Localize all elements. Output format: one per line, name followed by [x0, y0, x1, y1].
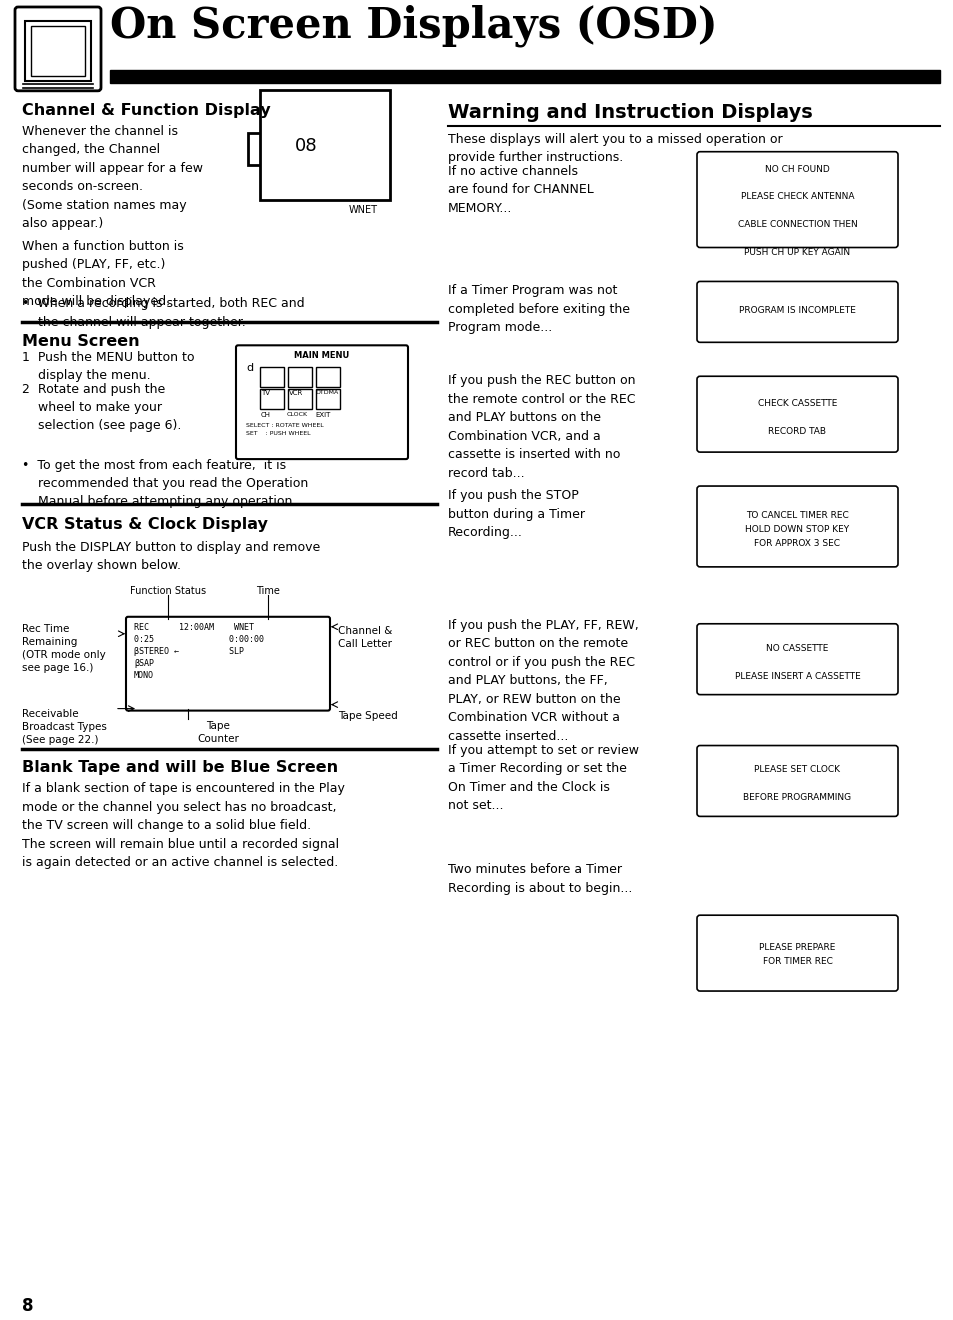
- Text: If a Timer Program was not
completed before exiting the
Program mode...: If a Timer Program was not completed bef…: [448, 284, 629, 334]
- Text: βSAP: βSAP: [133, 659, 153, 668]
- Text: If you push the PLAY, FF, REW,
or REC button on the remote
control or if you pus: If you push the PLAY, FF, REW, or REC bu…: [448, 619, 639, 743]
- FancyBboxPatch shape: [697, 152, 897, 248]
- Text: Time: Time: [255, 586, 279, 595]
- Text: Channel &
Call Letter: Channel & Call Letter: [337, 626, 392, 649]
- FancyBboxPatch shape: [697, 624, 897, 694]
- Text: SET    : PUSH WHEEL: SET : PUSH WHEEL: [246, 432, 311, 436]
- Text: WNET: WNET: [349, 205, 377, 215]
- Text: If no active channels
are found for CHANNEL
MEMORY...: If no active channels are found for CHAN…: [448, 165, 593, 215]
- Text: Tape
Counter: Tape Counter: [197, 721, 238, 743]
- Text: MAIN MENU: MAIN MENU: [294, 351, 349, 360]
- Text: TV: TV: [261, 391, 270, 396]
- Text: CHECK CASSETTE

RECORD TAB: CHECK CASSETTE RECORD TAB: [757, 399, 837, 436]
- Text: These displays will alert you to a missed operation or
provide further instructi: These displays will alert you to a misse…: [448, 133, 781, 164]
- Text: Function Status: Function Status: [130, 586, 206, 595]
- Text: MONO: MONO: [133, 671, 153, 680]
- Text: d: d: [246, 363, 253, 374]
- Text: Two minutes before a Timer
Recording is about to begin...: Two minutes before a Timer Recording is …: [448, 863, 632, 895]
- Bar: [260, 389, 284, 409]
- Text: Warning and Instruction Displays: Warning and Instruction Displays: [448, 103, 812, 121]
- Text: Tape Speed: Tape Speed: [337, 710, 397, 721]
- FancyBboxPatch shape: [15, 7, 101, 91]
- Text: •  When a recording is started, both REC and
    the channel will appear togethe: • When a recording is started, both REC …: [22, 297, 304, 329]
- Text: SELECT : ROTATE WHEEL: SELECT : ROTATE WHEEL: [246, 424, 323, 428]
- Text: EXIT: EXIT: [314, 412, 330, 418]
- Text: PROGRAM IS INCOMPLETE: PROGRAM IS INCOMPLETE: [739, 306, 855, 315]
- Bar: [315, 367, 339, 387]
- Text: 0:25               0:00:00: 0:25 0:00:00: [133, 635, 264, 644]
- Text: 8: 8: [22, 1298, 33, 1316]
- FancyBboxPatch shape: [697, 281, 897, 342]
- Bar: [288, 389, 312, 409]
- Text: Blank Tape and will be Blue Screen: Blank Tape and will be Blue Screen: [22, 760, 337, 775]
- Text: NO CH FOUND

PLEASE CHECK ANTENNA

CABLE CONNECTION THEN

PUSH CH UP KEY AGAIN: NO CH FOUND PLEASE CHECK ANTENNA CABLE C…: [737, 165, 857, 257]
- Bar: [260, 367, 284, 387]
- Bar: [315, 389, 339, 409]
- Text: If a blank section of tape is encountered in the Play
mode or the channel you se: If a blank section of tape is encountere…: [22, 783, 345, 870]
- Text: 08: 08: [294, 137, 317, 154]
- Text: DTDMA: DTDMA: [314, 391, 338, 395]
- Text: If you push the REC button on
the remote control or the REC
and PLAY buttons on : If you push the REC button on the remote…: [448, 375, 635, 479]
- Text: When a function button is
pushed (PLAY, FF, etc.)
the Combination VCR
mode will : When a function button is pushed (PLAY, …: [22, 239, 184, 308]
- Text: PLEASE PREPARE
FOR TIMER REC: PLEASE PREPARE FOR TIMER REC: [759, 942, 835, 966]
- Text: Whenever the channel is
changed, the Channel
number will appear for a few
second: Whenever the channel is changed, the Cha…: [22, 125, 203, 230]
- Bar: [25, 21, 91, 81]
- FancyBboxPatch shape: [126, 616, 330, 710]
- Text: CH: CH: [261, 412, 271, 418]
- Bar: [110, 70, 939, 83]
- Text: VCR: VCR: [289, 391, 303, 396]
- Text: 1  Push the MENU button to
    display the menu.: 1 Push the MENU button to display the me…: [22, 351, 194, 383]
- Bar: [288, 367, 312, 387]
- Text: TO CANCEL TIMER REC
HOLD DOWN STOP KEY
FOR APPROX 3 SEC: TO CANCEL TIMER REC HOLD DOWN STOP KEY F…: [744, 511, 849, 548]
- Text: Menu Screen: Menu Screen: [22, 334, 139, 350]
- Text: •  To get the most from each feature,  it is
    recommended that you read the O: • To get the most from each feature, it …: [22, 459, 308, 508]
- Text: REC      12:00AM    WNET: REC 12:00AM WNET: [133, 623, 253, 632]
- Text: 2  Rotate and push the
    wheel to make your
    selection (see page 6).: 2 Rotate and push the wheel to make your…: [22, 383, 181, 432]
- Text: βSTEREO ←          SLP: βSTEREO ← SLP: [133, 647, 244, 656]
- Text: Channel & Function Display: Channel & Function Display: [22, 103, 271, 117]
- FancyBboxPatch shape: [697, 915, 897, 991]
- FancyBboxPatch shape: [697, 486, 897, 566]
- Bar: [260, 90, 390, 199]
- Text: CLOCK: CLOCK: [287, 412, 308, 417]
- Text: On Screen Displays (OSD): On Screen Displays (OSD): [110, 5, 717, 48]
- Text: VCR Status & Clock Display: VCR Status & Clock Display: [22, 517, 268, 532]
- Text: Receivable
Broadcast Types
(See page 22.): Receivable Broadcast Types (See page 22.…: [22, 709, 107, 744]
- Text: If you attempt to set or review
a Timer Recording or set the
On Timer and the Cl: If you attempt to set or review a Timer …: [448, 743, 639, 812]
- Text: If you push the STOP
button during a Timer
Recording...: If you push the STOP button during a Tim…: [448, 488, 584, 539]
- Text: Rec Time
Remaining
(OTR mode only
see page 16.): Rec Time Remaining (OTR mode only see pa…: [22, 624, 106, 673]
- FancyBboxPatch shape: [697, 376, 897, 453]
- Bar: [248, 133, 368, 165]
- Bar: [30, 26, 85, 75]
- Text: NO CASSETTE

PLEASE INSERT A CASSETTE: NO CASSETTE PLEASE INSERT A CASSETTE: [734, 644, 860, 681]
- FancyBboxPatch shape: [235, 346, 408, 459]
- FancyBboxPatch shape: [697, 746, 897, 816]
- Text: Push the DISPLAY button to display and remove
the overlay shown below.: Push the DISPLAY button to display and r…: [22, 541, 320, 573]
- Text: PLEASE SET CLOCK

BEFORE PROGRAMMING: PLEASE SET CLOCK BEFORE PROGRAMMING: [742, 766, 851, 803]
